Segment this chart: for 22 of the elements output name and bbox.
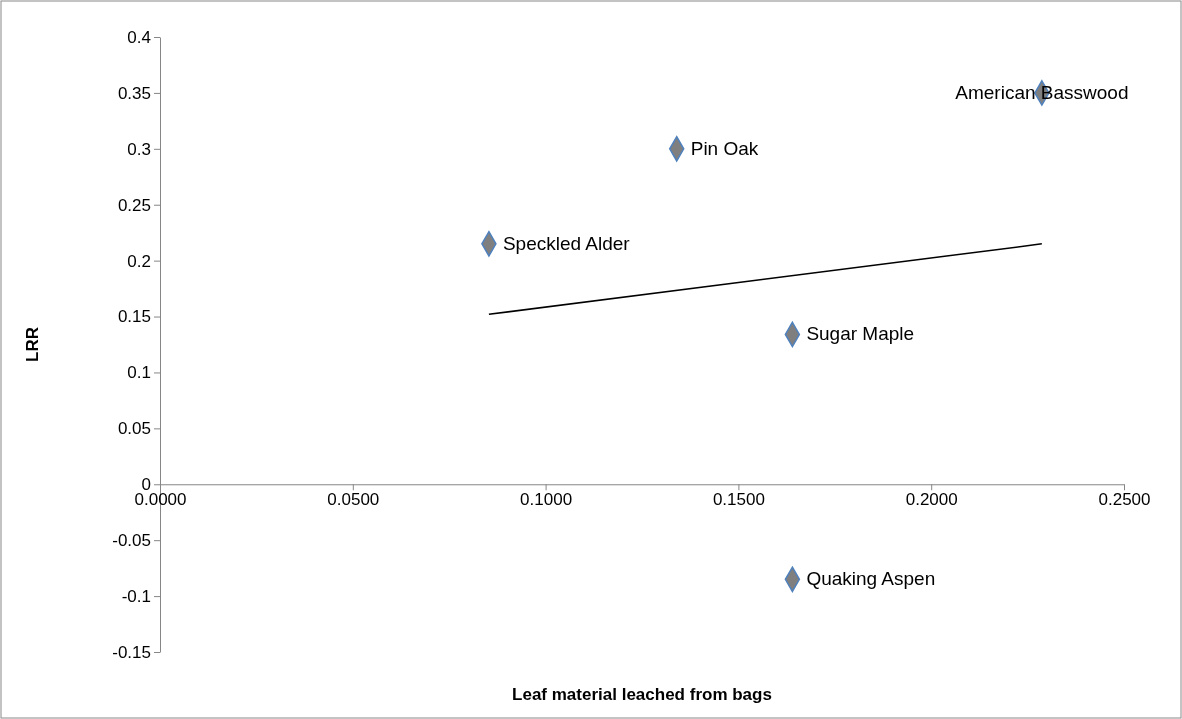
annotation: Quaking Aspen [806, 568, 936, 590]
y-tick-label: -0.05 [112, 531, 151, 551]
y-tick-label: 0.25 [117, 195, 151, 215]
x-tick-label: 0.2500 [1098, 490, 1151, 510]
y-tick-label: -0.1 [121, 587, 151, 607]
annotation: Sugar Maple [806, 323, 915, 345]
x-tick-label: 0.0500 [327, 490, 380, 510]
y-tick-label: 0.35 [117, 83, 151, 103]
y-axis-title: LRR [23, 327, 42, 362]
x-tick-label: 0.2000 [905, 490, 958, 510]
y-tick-label: -0.15 [112, 642, 151, 662]
y-tick-label: 0.2 [127, 251, 151, 271]
x-axis-title: Leaf material leached from bags [512, 685, 772, 704]
x-tick-label: 0.1000 [520, 490, 573, 510]
y-tick-label: 0.05 [117, 419, 151, 439]
x-tick-label: 0.1500 [712, 490, 765, 510]
annotation: Speckled Alder [502, 232, 631, 254]
annotation: Pin Oak [690, 137, 759, 159]
y-tick-label: 0.3 [127, 139, 151, 159]
y-tick-label: 0.15 [117, 307, 151, 327]
y-tick-label: 0.4 [127, 27, 151, 47]
y-tick-label: 0.1 [127, 363, 151, 383]
